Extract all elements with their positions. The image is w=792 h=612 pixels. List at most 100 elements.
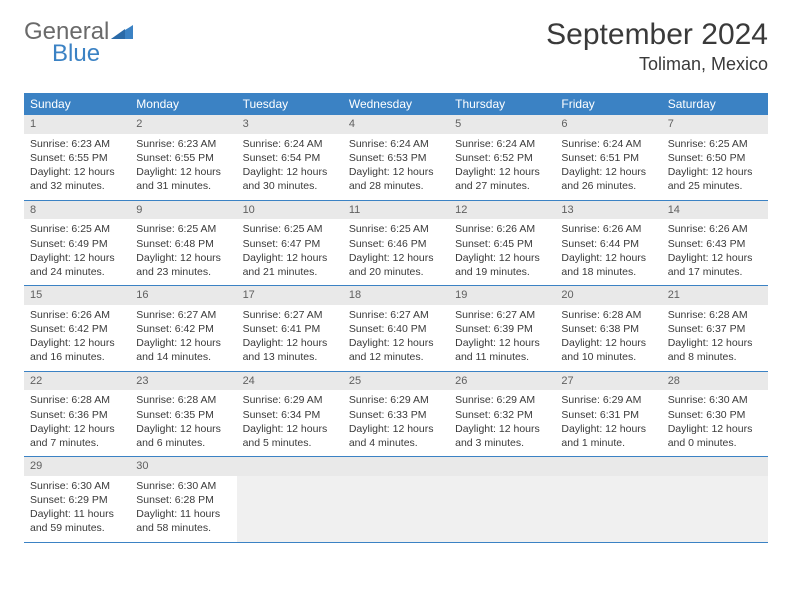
day-body: Sunrise: 6:27 AMSunset: 6:40 PMDaylight:… xyxy=(343,305,449,371)
day-body: Sunrise: 6:25 AMSunset: 6:49 PMDaylight:… xyxy=(24,219,130,285)
col-saturday: Saturday xyxy=(662,93,768,115)
day-cell: 7Sunrise: 6:25 AMSunset: 6:50 PMDaylight… xyxy=(662,115,768,200)
day-cell: 12Sunrise: 6:26 AMSunset: 6:45 PMDayligh… xyxy=(449,200,555,286)
day-body: Sunrise: 6:26 AMSunset: 6:42 PMDaylight:… xyxy=(24,305,130,371)
day-body: Sunrise: 6:25 AMSunset: 6:46 PMDaylight:… xyxy=(343,219,449,285)
sunset-text: Sunset: 6:49 PM xyxy=(30,237,124,251)
daylight-text: Daylight: 12 hours and 20 minutes. xyxy=(349,251,443,279)
day-cell: 3Sunrise: 6:24 AMSunset: 6:54 PMDaylight… xyxy=(237,115,343,200)
sunrise-text: Sunrise: 6:30 AM xyxy=(30,479,124,493)
sunset-text: Sunset: 6:52 PM xyxy=(455,151,549,165)
sunrise-text: Sunrise: 6:28 AM xyxy=(30,393,124,407)
sunset-text: Sunset: 6:33 PM xyxy=(349,408,443,422)
day-number: 8 xyxy=(24,201,130,220)
sunset-text: Sunset: 6:53 PM xyxy=(349,151,443,165)
day-body: Sunrise: 6:28 AMSunset: 6:37 PMDaylight:… xyxy=(662,305,768,371)
sunrise-text: Sunrise: 6:24 AM xyxy=(561,137,655,151)
day-number: 1 xyxy=(24,115,130,134)
day-cell: 18Sunrise: 6:27 AMSunset: 6:40 PMDayligh… xyxy=(343,286,449,372)
empty-day-cell xyxy=(343,457,449,543)
sunset-text: Sunset: 6:50 PM xyxy=(668,151,762,165)
sunset-text: Sunset: 6:46 PM xyxy=(349,237,443,251)
sunrise-text: Sunrise: 6:26 AM xyxy=(668,222,762,236)
day-body: Sunrise: 6:27 AMSunset: 6:42 PMDaylight:… xyxy=(130,305,236,371)
daylight-text: Daylight: 12 hours and 14 minutes. xyxy=(136,336,230,364)
sunset-text: Sunset: 6:29 PM xyxy=(30,493,124,507)
day-cell: 28 Sunrise: 6:30 AMSunset: 6:30 PMDayligh… xyxy=(662,371,768,457)
sunset-text: Sunset: 6:47 PM xyxy=(243,237,337,251)
day-number: 12 xyxy=(449,201,555,220)
day-cell: 9Sunrise: 6:25 AMSunset: 6:48 PMDaylight… xyxy=(130,200,236,286)
sunrise-text: Sunrise: 6:24 AM xyxy=(349,137,443,151)
day-body: Sunrise: 6:25 AMSunset: 6:47 PMDaylight:… xyxy=(237,219,343,285)
sunset-text: Sunset: 6:43 PM xyxy=(668,237,762,251)
daylight-text: Daylight: 12 hours and 24 minutes. xyxy=(30,251,124,279)
sunset-text: Sunset: 6:55 PM xyxy=(30,151,124,165)
sunrise-text: Sunrise: 6:24 AM xyxy=(243,137,337,151)
logo-part2: Blue xyxy=(52,42,133,66)
day-body: Sunrise: 6:26 AMSunset: 6:45 PMDaylight:… xyxy=(449,219,555,285)
sunrise-text: Sunrise: 6:30 AM xyxy=(668,393,762,407)
col-wednesday: Wednesday xyxy=(343,93,449,115)
day-number: 4 xyxy=(343,115,449,134)
sunset-text: Sunset: 6:30 PM xyxy=(668,408,762,422)
day-body: Sunrise: 6:28 AMSunset: 6:36 PMDaylight:… xyxy=(24,390,130,456)
day-cell: 26Sunrise: 6:29 AMSunset: 6:32 PMDayligh… xyxy=(449,371,555,457)
daylight-text: Daylight: 12 hours and 16 minutes. xyxy=(30,336,124,364)
daylight-text: Daylight: 12 hours and 3 minutes. xyxy=(455,422,549,450)
daylight-text: Daylight: 12 hours and 23 minutes. xyxy=(136,251,230,279)
sunrise-text: Sunrise: 6:28 AM xyxy=(561,308,655,322)
logo-text: General Blue xyxy=(24,18,133,66)
day-number: 3 xyxy=(237,115,343,134)
day-number: 25 xyxy=(343,372,449,391)
day-cell: 27Sunrise: 6:29 AMSunset: 6:31 PMDayligh… xyxy=(555,371,661,457)
day-number: 22 xyxy=(24,372,130,391)
day-cell: 17Sunrise: 6:27 AMSunset: 6:41 PMDayligh… xyxy=(237,286,343,372)
day-cell: 25Sunrise: 6:29 AMSunset: 6:33 PMDayligh… xyxy=(343,371,449,457)
sunset-text: Sunset: 6:51 PM xyxy=(561,151,655,165)
empty-day-cell xyxy=(662,457,768,543)
day-number: 17 xyxy=(237,286,343,305)
daylight-text: Daylight: 12 hours and 0 minutes. xyxy=(668,422,762,450)
page-title: September 2024 xyxy=(546,18,768,52)
day-number: 2 xyxy=(130,115,236,134)
sunset-text: Sunset: 6:28 PM xyxy=(136,493,230,507)
calendar-week-row: 8Sunrise: 6:25 AMSunset: 6:49 PMDaylight… xyxy=(24,200,768,286)
sunrise-text: Sunrise: 6:25 AM xyxy=(30,222,124,236)
sunrise-text: Sunrise: 6:27 AM xyxy=(349,308,443,322)
day-body: Sunrise: 6:28 AMSunset: 6:38 PMDaylight:… xyxy=(555,305,661,371)
day-number: 10 xyxy=(237,201,343,220)
calendar-week-row: 15Sunrise: 6:26 AMSunset: 6:42 PMDayligh… xyxy=(24,286,768,372)
sunset-text: Sunset: 6:41 PM xyxy=(243,322,337,336)
daylight-text: Daylight: 12 hours and 26 minutes. xyxy=(561,165,655,193)
daylight-text: Daylight: 11 hours and 59 minutes. xyxy=(30,507,124,535)
day-body: Sunrise: 6:29 AMSunset: 6:32 PMDaylight:… xyxy=(449,390,555,456)
sunset-text: Sunset: 6:42 PM xyxy=(136,322,230,336)
sunrise-text: Sunrise: 6:23 AM xyxy=(136,137,230,151)
day-number: 23 xyxy=(130,372,236,391)
sunrise-text: Sunrise: 6:28 AM xyxy=(136,393,230,407)
daylight-text: Daylight: 12 hours and 1 minute. xyxy=(561,422,655,450)
day-number: 11 xyxy=(343,201,449,220)
day-body: Sunrise: 6:29 AMSunset: 6:34 PMDaylight:… xyxy=(237,390,343,456)
day-body: Sunrise: 6:30 AMSunset: 6:29 PMDaylight:… xyxy=(24,476,130,542)
day-cell: 10Sunrise: 6:25 AMSunset: 6:47 PMDayligh… xyxy=(237,200,343,286)
sunset-text: Sunset: 6:54 PM xyxy=(243,151,337,165)
day-number: 29 xyxy=(24,457,130,476)
logo: General Blue xyxy=(24,18,133,66)
sunrise-text: Sunrise: 6:28 AM xyxy=(668,308,762,322)
calendar-table: Sunday Monday Tuesday Wednesday Thursday… xyxy=(24,93,768,543)
col-sunday: Sunday xyxy=(24,93,130,115)
calendar-header-row: Sunday Monday Tuesday Wednesday Thursday… xyxy=(24,93,768,115)
sunset-text: Sunset: 6:48 PM xyxy=(136,237,230,251)
day-body: Sunrise: 6:30 AMSunset: 6:28 PMDaylight:… xyxy=(130,476,236,542)
day-body: Sunrise: 6:29 AMSunset: 6:33 PMDaylight:… xyxy=(343,390,449,456)
empty-day-cell xyxy=(449,457,555,543)
sunset-text: Sunset: 6:39 PM xyxy=(455,322,549,336)
day-number: 28 xyxy=(662,372,768,391)
day-cell: 13Sunrise: 6:26 AMSunset: 6:44 PMDayligh… xyxy=(555,200,661,286)
daylight-text: Daylight: 12 hours and 32 minutes. xyxy=(30,165,124,193)
sunset-text: Sunset: 6:44 PM xyxy=(561,237,655,251)
title-block: September 2024 Toliman, Mexico xyxy=(546,18,768,75)
day-number: 20 xyxy=(555,286,661,305)
